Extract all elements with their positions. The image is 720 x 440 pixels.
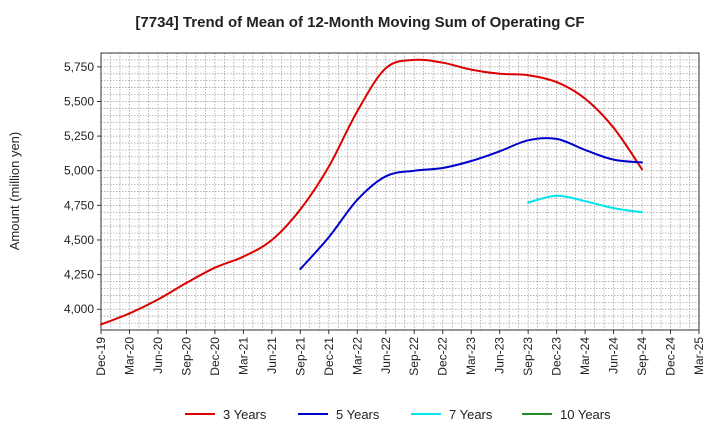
y-tick-label: 4,000: [64, 302, 94, 316]
legend-label-3-years: 3 Years: [223, 407, 267, 422]
x-tick-label: Dec-20: [208, 337, 222, 376]
x-tick-label: Mar-22: [350, 337, 364, 375]
x-tick-label: Mar-25: [692, 337, 706, 375]
grid: [100, 53, 700, 330]
x-tick-label: Mar-24: [578, 337, 592, 375]
x-tick-label: Jun-20: [151, 337, 165, 374]
y-tick-label: 4,500: [64, 233, 94, 247]
series-line-5-years: [299, 137, 643, 271]
legend-label-10-years: 10 Years: [560, 407, 611, 422]
legend-label-5-years: 5 Years: [336, 407, 380, 422]
chart-title: [7734] Trend of Mean of 12-Month Moving …: [135, 14, 584, 31]
x-axis: Dec-19 Mar-20 Jun-20 Sep-20 Dec-20 Mar-21 Jun-…: [94, 330, 706, 376]
y-axis: 4,000 4,250 4,500 4,750 5,000 5,250 5,500 5,750: [64, 60, 101, 316]
legend: 3 Years 5 Years 7 Years 10 Years: [185, 407, 611, 422]
x-tick-label: Dec-24: [664, 337, 678, 376]
x-tick-label: Dec-21: [322, 337, 336, 376]
x-tick-label: Mar-23: [464, 337, 478, 375]
x-tick-label: Dec-23: [550, 337, 564, 376]
y-tick-label: 5,000: [64, 164, 94, 178]
x-tick-label: Jun-24: [607, 337, 621, 374]
y-tick-label: 4,750: [64, 198, 94, 212]
y-tick-label: 5,750: [64, 60, 94, 74]
x-tick-label: Jun-23: [493, 337, 507, 374]
legend-label-7-years: 7 Years: [449, 407, 493, 422]
x-tick-label: Sep-21: [293, 337, 307, 376]
x-tick-label: Sep-22: [407, 337, 421, 376]
y-tick-label: 4,250: [64, 268, 94, 282]
x-tick-label: Sep-23: [521, 337, 535, 376]
x-tick-label: Jun-22: [379, 337, 393, 374]
plot-area-frame: [100, 52, 700, 331]
x-tick-label: Dec-22: [436, 337, 450, 376]
x-tick-label: Mar-20: [122, 337, 136, 375]
x-tick-label: Mar-21: [236, 337, 250, 375]
y-axis-label: Amount (million yen): [7, 132, 22, 251]
y-tick-label: 5,500: [64, 94, 94, 108]
x-tick-label: Jun-21: [265, 337, 279, 374]
series-line-7-years: [527, 194, 643, 214]
series-line-3-years: [100, 58, 643, 326]
y-tick-label: 5,250: [64, 129, 94, 143]
x-tick-label: Sep-24: [635, 337, 649, 376]
x-tick-label: Dec-19: [94, 337, 108, 376]
x-tick-label: Sep-20: [179, 337, 193, 376]
series-lines: [100, 58, 643, 326]
